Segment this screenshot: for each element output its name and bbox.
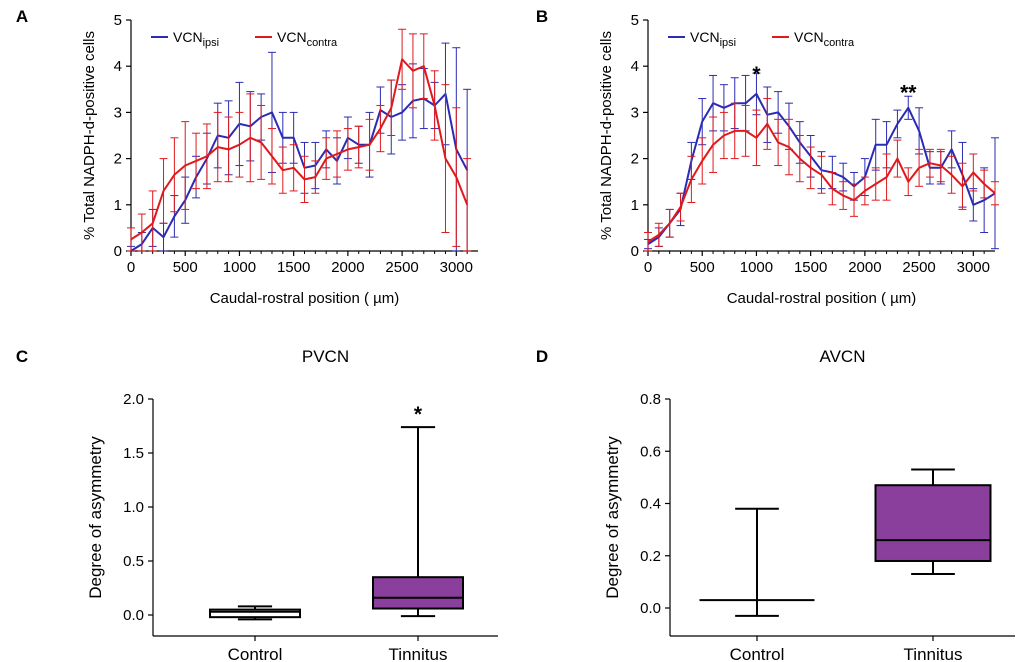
legend-label-base: VCN <box>794 29 824 45</box>
y-tick-label: 0.0 <box>123 607 144 624</box>
plot-title: AVCN <box>820 347 866 366</box>
x-category-label: Tinnitus <box>904 645 963 662</box>
series-line <box>647 122 996 243</box>
x-tick-label: 3000 <box>957 259 990 276</box>
box-iqr <box>209 608 301 619</box>
x-tick-label: 3000 <box>440 259 473 276</box>
legend-label: VCNipsi <box>173 29 219 49</box>
y-tick-label: 0.5 <box>123 553 144 570</box>
x-tick-label: 0 <box>127 259 135 276</box>
legend: VCNipsi VCNcontra <box>151 29 338 49</box>
x-tick-label: 2500 <box>385 259 418 276</box>
y-tick-label: 4 <box>631 58 639 75</box>
box-control <box>699 507 815 617</box>
panel-b-line-chart: B 0 1 2 3 4 5 0 500 1000 1500 2000 2500 3000 % Total N… <box>536 7 999 307</box>
panel-a-line-chart: A 0 1 2 3 4 5 0 500 1000 1500 2000 2500 3000 % Total N… <box>16 7 478 307</box>
y-axis-label: % Total NADPH-d-positive cells <box>598 31 615 240</box>
y-tick-label: 5 <box>114 12 122 29</box>
x-axis-label: Caudal-rostral position ( µm) <box>210 290 400 307</box>
series-line <box>130 92 469 252</box>
legend-label-base: VCN <box>690 29 720 45</box>
legend-label-base: VCN <box>277 29 307 45</box>
y-tick-label: 2 <box>631 151 639 168</box>
series-contra <box>127 28 472 252</box>
plot-title: PVCN <box>302 347 349 366</box>
panel-letter: A <box>16 7 28 26</box>
x-tick-label: 1000 <box>740 259 773 276</box>
x-tick-label: 0 <box>644 259 652 276</box>
series-contra <box>644 98 999 252</box>
significance-marker: * <box>752 63 761 86</box>
panel-letter: D <box>536 347 548 366</box>
significance-marker: ** <box>900 82 917 105</box>
legend-label-subscript: ipsi <box>720 37 737 49</box>
panel-letter: C <box>16 347 28 366</box>
legend-label-subscript: ipsi <box>203 37 220 49</box>
box-iqr <box>874 484 992 562</box>
y-tick-label: 2.0 <box>123 391 144 408</box>
x-category-label: Control <box>730 645 785 662</box>
y-tick-label: 0 <box>631 243 639 260</box>
y-tick-label: 1.5 <box>123 445 144 462</box>
significance-marker: * <box>414 403 423 426</box>
legend-label: VCNcontra <box>794 29 855 49</box>
y-tick-label: 1 <box>631 197 639 214</box>
y-tick-label: 0.2 <box>640 548 661 565</box>
y-axis-label: % Total NADPH-d-positive cells <box>81 31 98 240</box>
y-tick-label: 0.6 <box>640 443 661 460</box>
y-axis-label: Degree of asymmetry <box>603 436 622 599</box>
x-tick-label: 1500 <box>794 259 827 276</box>
y-tick-label: 0.4 <box>640 496 661 513</box>
x-tick-label: 500 <box>173 259 198 276</box>
x-axis-label: Caudal-rostral position ( µm) <box>727 290 917 307</box>
y-tick-label: 3 <box>114 104 122 121</box>
legend-label-base: VCN <box>173 29 203 45</box>
y-tick-label: 3 <box>631 104 639 121</box>
y-tick-label: 2 <box>114 151 122 168</box>
box-iqr <box>372 576 464 610</box>
legend-label-subscript: contra <box>307 37 338 49</box>
panel-c-box-plot: C PVCN 0.0 0.5 1.0 1.5 2.0 Degree of asymmetry C… <box>16 347 498 662</box>
series-ipsi <box>127 42 472 252</box>
box-control <box>209 605 301 621</box>
y-tick-label: 0.0 <box>640 600 661 617</box>
y-tick-label: 0 <box>114 243 122 260</box>
legend: VCNipsi VCNcontra <box>668 29 855 49</box>
y-tick-label: 4 <box>114 58 122 75</box>
legend-label-subscript: contra <box>824 37 855 49</box>
x-tick-label: 2000 <box>331 259 364 276</box>
y-tick-label: 1.0 <box>123 499 144 516</box>
x-tick-label: 2000 <box>848 259 881 276</box>
legend-label: VCNipsi <box>690 29 736 49</box>
series-line <box>130 58 469 241</box>
x-tick-label: 1500 <box>277 259 310 276</box>
panel-letter: B <box>536 7 548 26</box>
x-tick-label: 1000 <box>223 259 256 276</box>
y-tick-label: 0.8 <box>640 391 661 408</box>
box-tinnitus <box>372 426 464 618</box>
panel-d-box-plot: D AVCN 0.0 0.2 0.4 0.6 0.8 Degree of asymmetry C… <box>536 347 1015 662</box>
legend-label: VCNcontra <box>277 29 338 49</box>
box-tinnitus <box>874 468 992 576</box>
y-tick-label: 5 <box>631 12 639 29</box>
x-category-label: Tinnitus <box>389 645 448 662</box>
x-tick-label: 2500 <box>902 259 935 276</box>
x-tick-label: 500 <box>690 259 715 276</box>
y-axis-label: Degree of asymmetry <box>86 436 105 599</box>
x-category-label: Control <box>228 645 283 662</box>
y-tick-label: 1 <box>114 197 122 214</box>
